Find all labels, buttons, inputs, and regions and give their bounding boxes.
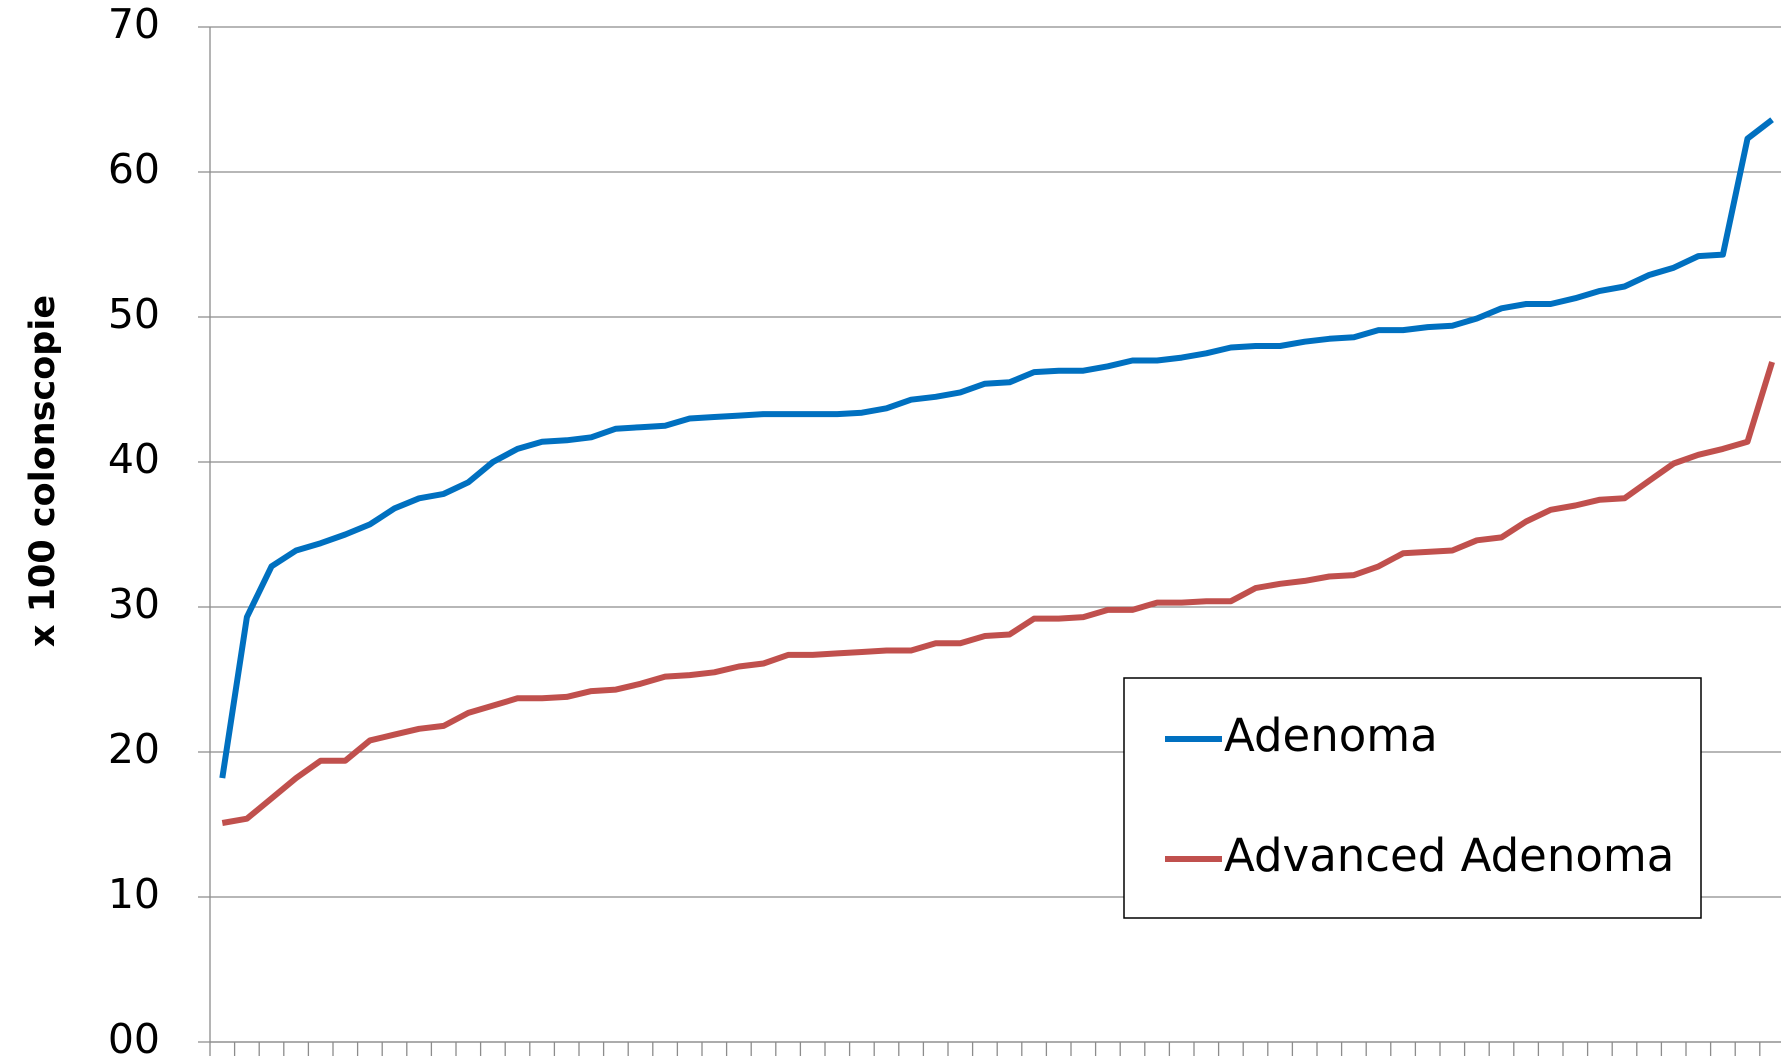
data-line [219,117,1774,779]
legend-label: Advanced Adenoma [1224,829,1674,882]
y-axis-label: x 100 colonscopie [23,295,63,647]
y-tick-label: 10 [108,870,160,918]
y-tick-label: 30 [108,580,160,628]
legend-box [1123,677,1702,919]
y-tick-label: 40 [108,435,160,483]
y-tick-label: 00 [108,1015,160,1061]
y-tick-label: 50 [108,290,160,338]
y-tick-label: 60 [108,145,160,193]
y-tick-label: 70 [108,0,160,48]
y-tick-label: 20 [108,725,160,773]
legend-label: Adenoma [1224,709,1438,762]
data-line [221,361,1775,826]
